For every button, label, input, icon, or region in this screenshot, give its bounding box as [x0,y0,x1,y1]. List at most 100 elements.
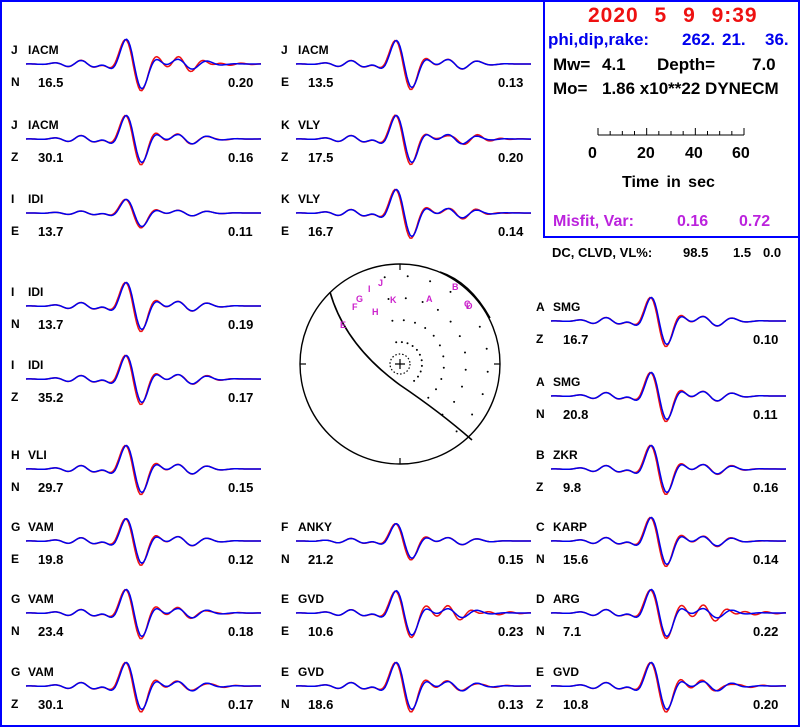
panel-9-component: E [281,75,290,89]
panel-6-value: 0.12 [228,552,254,567]
panel-18-distance: 15.6 [563,552,589,567]
panel-11-component: E [281,224,290,238]
panel-2-value: 0.11 [228,224,253,239]
time-scale-tick-20: 20 [637,145,655,162]
panel-15-value: 0.10 [753,332,779,347]
dip-value: 21. [722,30,746,49]
panel-15-traces [550,296,786,348]
panel-11-traces [295,188,531,239]
panel-15-component: Z [536,332,544,346]
panel-2-station: IDI [28,192,44,206]
time-scale-tick-60: 60 [732,145,750,162]
panel-1-traces [25,114,261,166]
panel-6-synthetic-trace [25,517,261,565]
beachball-station-label: I [368,284,371,294]
panel-4-station: IDI [28,358,44,372]
panel-13-synthetic-trace [295,589,531,637]
grid-dot [441,413,444,416]
grid-dot [429,280,432,283]
depth-label: Depth= [657,55,716,74]
dc-value: 98.5 [683,245,709,260]
panel-19-synthetic-trace [550,588,786,638]
panel-4-traces [25,354,261,406]
panel-5-traces [25,444,261,496]
panel-6-traces [25,517,261,566]
grid-dot [421,301,424,303]
panel-0-traces [25,38,262,92]
panel-20-letter: E [536,665,545,679]
panel-3-station: IDI [28,285,44,299]
dc-clvd-vl-label: DC, CLVD, VL%: [552,245,653,260]
panel-4-synthetic-trace [25,354,261,404]
vl-value: 0.0 [763,245,782,260]
grid-dot [424,327,427,329]
beachball-station-label: B [452,282,459,292]
grid-dot [461,385,463,388]
panel-13-station: GVD [298,592,325,606]
grid-dot [391,319,394,322]
var-value: 0.72 [739,213,771,230]
grid-dot [440,378,443,380]
panel-17-component: Z [536,480,544,494]
panel-18-letter: C [536,520,545,534]
clvd-value: 1.5 [733,245,752,260]
panel-17-letter: B [536,448,545,462]
grid-dot [435,388,437,391]
grid-dot [449,320,452,323]
grid-dot [471,413,474,416]
panel-9-letter: J [281,43,288,57]
panel-10-letter: K [281,118,290,132]
panel-12-station: ANKY [298,520,333,534]
event-datetime: 2020 5 9 9:39 [588,4,758,27]
panel-13-component: E [281,624,290,638]
panel-8-distance: 30.1 [38,697,64,712]
panel-19-traces [550,588,787,640]
panel-19-station: ARG [553,592,580,606]
panel-18-synthetic-trace [550,516,786,566]
panel-20-traces [550,661,787,713]
grid-dot [455,430,458,433]
grid-dot [427,396,430,399]
panel-3-letter: I [11,285,15,299]
panel-11-synthetic-trace [295,188,531,238]
panel-18-value: 0.14 [753,552,779,567]
panel-12-letter: F [281,520,289,534]
beachball-station-label: J [378,278,383,288]
panel-0-distance: 16.5 [38,75,64,90]
grid-dot [464,351,466,354]
panel-1-synthetic-trace [25,114,261,164]
panel-16-synthetic-trace [550,371,786,421]
panel-1-component: Z [11,150,19,164]
grid-dot [432,334,435,337]
panel-14-traces [295,661,531,713]
panel-11-value: 0.14 [498,224,524,239]
panel-12-distance: 21.2 [308,552,334,567]
panel-17-value: 0.16 [753,480,779,495]
panel-6-station: VAM [28,520,54,534]
panel-8-traces [25,661,261,713]
panel-13-distance: 10.6 [308,624,334,639]
grid-dot [395,341,398,344]
panel-20-synthetic-trace [550,661,786,711]
mo-label: Mo= [553,79,588,98]
misfit-value: 0.16 [677,213,709,230]
info-box [543,0,798,238]
panel-0-letter: J [11,43,18,57]
time-scale-label: Time in sec [622,174,715,191]
grid-dot [481,393,484,396]
panel-10-synthetic-trace [295,114,531,164]
panel-7-distance: 23.4 [38,624,64,639]
grid-dot [438,344,441,347]
panel-2-traces [26,198,261,229]
panel-1-value: 0.16 [228,150,254,165]
panel-18-component: N [536,552,545,566]
panel-7-traces [25,588,261,640]
panel-6-letter: G [11,520,21,534]
panel-3-component: N [11,317,20,331]
panel-8-letter: G [11,665,21,679]
panel-17-traces [550,444,787,496]
depth-value: 7.0 [752,55,776,74]
beachball-station-label: G [356,294,363,304]
waveform-traces [25,38,787,713]
panel-14-station: GVD [298,665,325,679]
